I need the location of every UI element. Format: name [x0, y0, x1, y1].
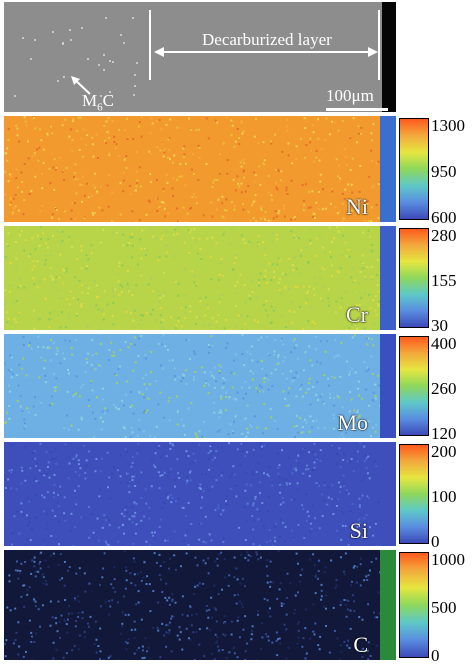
colorbar-tick-min: 600	[431, 209, 457, 226]
sem-particle	[109, 60, 111, 62]
colorbar-tick-mid: 100	[431, 488, 457, 505]
sem-particle	[132, 17, 134, 19]
carbide-label-m: M	[82, 91, 97, 110]
decarb-boundary-left	[149, 10, 151, 80]
element-label: Cr	[346, 302, 368, 328]
sem-micrograph: Decarburized layer M6C 100μm	[4, 2, 396, 112]
edge-strip	[380, 550, 396, 660]
scale-bar	[326, 108, 388, 111]
sem-particle	[136, 62, 138, 64]
colorbar-cr	[399, 228, 429, 328]
sem-particle	[134, 74, 136, 76]
specimen-edge	[382, 2, 396, 112]
sem-particle	[22, 37, 24, 39]
sem-particle	[57, 80, 59, 82]
colorbar-tick-mid: 950	[431, 163, 457, 180]
colorbar-tick-min: 0	[431, 647, 440, 664]
sem-particle	[30, 58, 32, 60]
sem-particle	[63, 76, 65, 78]
edge-strip	[380, 442, 396, 546]
eds-map-texture	[4, 226, 380, 330]
colorbar-tick-min: 120	[431, 425, 457, 442]
eds-map-si: Si	[4, 442, 396, 546]
sem-particle	[52, 31, 54, 33]
carbide-label-c: C	[103, 91, 114, 110]
sem-particle	[120, 34, 122, 36]
colorbar-tick-min: 0	[431, 533, 440, 550]
sem-particle	[109, 91, 111, 93]
sem-particle	[14, 95, 16, 97]
colorbar-tick-mid: 155	[431, 272, 457, 289]
sem-particle	[134, 85, 136, 87]
element-label: Mo	[337, 410, 368, 436]
carbide-label: M6C	[82, 91, 114, 112]
colorbar-c	[399, 552, 429, 658]
eds-map-cr: Cr	[4, 226, 396, 330]
element-label: Si	[350, 518, 368, 544]
colorbar-ni	[399, 118, 429, 220]
sem-particle	[103, 69, 105, 71]
colorbar-tick-max: 280	[431, 227, 457, 244]
colorbar-tick-mid: 500	[431, 599, 457, 616]
element-label: C	[353, 632, 368, 658]
sem-particle	[70, 39, 72, 41]
eds-map-texture	[4, 442, 380, 546]
eds-map-ni: Ni	[4, 116, 396, 222]
eds-map-mo: Mo	[4, 334, 396, 438]
sem-particle	[133, 94, 135, 96]
colorbar-tick-mid: 260	[431, 380, 457, 397]
element-label: Ni	[346, 194, 368, 220]
colorbar-tick-max: 1300	[431, 117, 465, 134]
sem-particle	[62, 43, 64, 45]
edge-strip	[380, 226, 396, 330]
eds-map-texture	[4, 116, 380, 222]
eds-map-texture	[4, 334, 380, 438]
sem-particle	[105, 17, 107, 19]
colorbar-si	[399, 444, 429, 544]
sem-particle	[69, 29, 71, 31]
sem-particle	[34, 39, 36, 41]
colorbar-tick-max: 400	[431, 335, 457, 352]
edge-strip	[380, 116, 396, 222]
colorbar-mo	[399, 336, 429, 436]
sem-particle	[87, 58, 89, 60]
eds-map-texture	[4, 550, 380, 660]
decarb-layer-label: Decarburized layer	[202, 30, 332, 50]
decarb-boundary-right	[378, 10, 380, 80]
eds-map-c: C	[4, 550, 396, 660]
sem-particle	[123, 42, 125, 44]
scale-bar-label: 100μm	[326, 86, 374, 106]
sem-particle	[81, 27, 83, 29]
sem-particle	[112, 61, 114, 63]
sem-particle	[98, 64, 100, 66]
colorbar-tick-max: 200	[431, 443, 457, 460]
sem-particle	[103, 54, 105, 56]
colorbar-tick-min: 30	[431, 317, 448, 334]
edge-strip	[380, 334, 396, 438]
colorbar-tick-max: 1000	[431, 551, 465, 568]
